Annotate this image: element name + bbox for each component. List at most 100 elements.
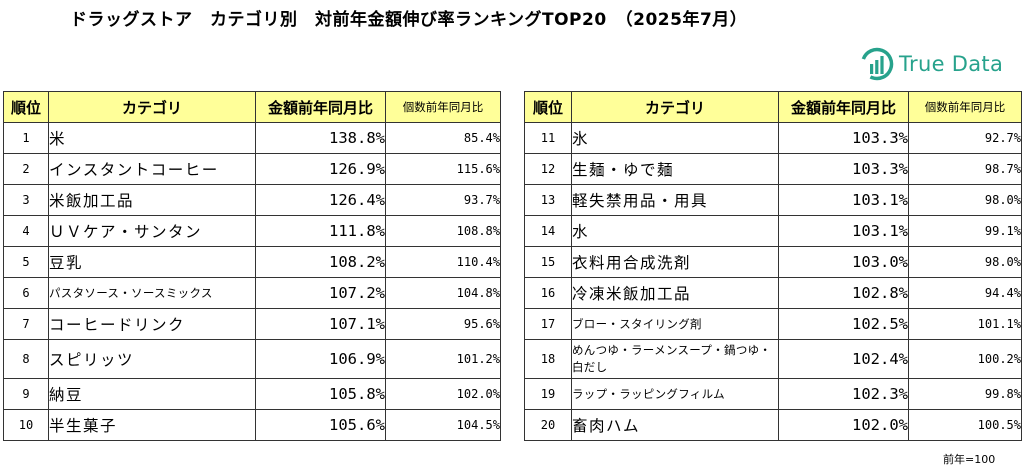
category-cell: インスタントコーヒー bbox=[48, 153, 256, 185]
category-cell: スピリッツ bbox=[48, 339, 256, 379]
category-cell: ブロー・スタイリング剤 bbox=[571, 308, 779, 340]
header-rank: 順位 bbox=[3, 91, 49, 123]
rank-cell: 9 bbox=[3, 378, 49, 410]
category-cell: 水 bbox=[571, 215, 779, 247]
amount-yoy-cell: 107.2% bbox=[255, 277, 386, 309]
category-cell: 氷 bbox=[571, 122, 779, 154]
category-cell: 豆乳 bbox=[48, 246, 256, 278]
rank-cell: 7 bbox=[3, 308, 49, 340]
true-data-logo: True Data bbox=[860, 45, 1003, 83]
amount-yoy-cell: 126.9% bbox=[255, 153, 386, 185]
count-yoy-cell: 95.6% bbox=[385, 308, 501, 340]
table-row: 14 水 103.1% 99.1% bbox=[524, 215, 1022, 247]
table-row: 6 パスタソース・ソースミックス 107.2% 104.8% bbox=[3, 277, 501, 309]
category-cell: コーヒードリンク bbox=[48, 308, 256, 340]
table-row: 1 米 138.8% 85.4% bbox=[3, 122, 501, 154]
amount-yoy-cell: 108.2% bbox=[255, 246, 386, 278]
rank-cell: 6 bbox=[3, 277, 49, 309]
count-yoy-cell: 98.7% bbox=[908, 153, 1022, 185]
count-yoy-cell: 93.7% bbox=[385, 184, 501, 216]
amount-yoy-cell: 126.4% bbox=[255, 184, 386, 216]
count-yoy-cell: 100.2% bbox=[908, 339, 1022, 379]
amount-yoy-cell: 103.1% bbox=[778, 184, 909, 216]
amount-yoy-cell: 105.6% bbox=[255, 409, 386, 441]
rank-cell: 17 bbox=[524, 308, 572, 340]
count-yoy-cell: 104.8% bbox=[385, 277, 501, 309]
category-cell: 衣料用合成洗剤 bbox=[571, 246, 779, 278]
table-row: 3 米飯加工品 126.4% 93.7% bbox=[3, 184, 501, 216]
header-rank: 順位 bbox=[524, 91, 572, 123]
amount-yoy-cell: 103.1% bbox=[778, 215, 909, 247]
amount-yoy-cell: 102.5% bbox=[778, 308, 909, 340]
count-yoy-cell: 115.6% bbox=[385, 153, 501, 185]
table-row: 7 コーヒードリンク 107.1% 95.6% bbox=[3, 308, 501, 340]
table-row: 8 スピリッツ 106.9% 101.2% bbox=[3, 339, 501, 379]
amount-yoy-cell: 106.9% bbox=[255, 339, 386, 379]
header-count-yoy: 個数前年同月比 bbox=[908, 91, 1022, 123]
table-header-row: 順位 カテゴリ 金額前年同月比 個数前年同月比 bbox=[524, 91, 1022, 123]
count-yoy-cell: 98.0% bbox=[908, 184, 1022, 216]
amount-yoy-cell: 102.0% bbox=[778, 409, 909, 441]
header-count-yoy: 個数前年同月比 bbox=[385, 91, 501, 123]
amount-yoy-cell: 103.3% bbox=[778, 122, 909, 154]
category-cell: 米 bbox=[48, 122, 256, 154]
rank-cell: 13 bbox=[524, 184, 572, 216]
rank-cell: 1 bbox=[3, 122, 49, 154]
logo-text: True Data bbox=[899, 52, 1004, 76]
table-row: 16 冷凍米飯加工品 102.8% 94.4% bbox=[524, 277, 1022, 309]
count-yoy-cell: 92.7% bbox=[908, 122, 1022, 154]
header-amount-yoy: 金額前年同月比 bbox=[778, 91, 909, 123]
table-row: 18 めんつゆ・ラーメンスープ・鍋つゆ・白だし 102.4% 100.2% bbox=[524, 339, 1022, 379]
count-yoy-cell: 104.5% bbox=[385, 409, 501, 441]
amount-yoy-cell: 105.8% bbox=[255, 378, 386, 410]
category-cell: めんつゆ・ラーメンスープ・鍋つゆ・白だし bbox=[571, 339, 779, 379]
ranking-table-left: 順位 カテゴリ 金額前年同月比 個数前年同月比 1 米 138.8% 85.4%… bbox=[3, 91, 501, 441]
table-row: 17 ブロー・スタイリング剤 102.5% 101.1% bbox=[524, 308, 1022, 340]
rank-cell: 11 bbox=[524, 122, 572, 154]
amount-yoy-cell: 107.1% bbox=[255, 308, 386, 340]
count-yoy-cell: 110.4% bbox=[385, 246, 501, 278]
count-yoy-cell: 98.0% bbox=[908, 246, 1022, 278]
rank-cell: 4 bbox=[3, 215, 49, 247]
table-row: 2 インスタントコーヒー 126.9% 115.6% bbox=[3, 153, 501, 185]
rank-cell: 5 bbox=[3, 246, 49, 278]
header-category: カテゴリ bbox=[48, 91, 256, 123]
rank-cell: 10 bbox=[3, 409, 49, 441]
table-row: 12 生麺・ゆで麺 103.3% 98.7% bbox=[524, 153, 1022, 185]
header-category: カテゴリ bbox=[571, 91, 779, 123]
rank-cell: 2 bbox=[3, 153, 49, 185]
rank-cell: 16 bbox=[524, 277, 572, 309]
rank-cell: 3 bbox=[3, 184, 49, 216]
table-row: 9 納豆 105.8% 102.0% bbox=[3, 378, 501, 410]
category-cell: 納豆 bbox=[48, 378, 256, 410]
true-data-logo-icon bbox=[860, 47, 894, 81]
table-row: 5 豆乳 108.2% 110.4% bbox=[3, 246, 501, 278]
category-cell: 軽失禁用品・用具 bbox=[571, 184, 779, 216]
table-row: 11 氷 103.3% 92.7% bbox=[524, 122, 1022, 154]
table-row: 15 衣料用合成洗剤 103.0% 98.0% bbox=[524, 246, 1022, 278]
category-cell: パスタソース・ソースミックス bbox=[48, 277, 256, 309]
page-title: ドラッグストア カテゴリ別 対前年金額伸び率ランキングTOP20 （2025年7… bbox=[70, 10, 748, 30]
category-cell: 米飯加工品 bbox=[48, 184, 256, 216]
count-yoy-cell: 100.5% bbox=[908, 409, 1022, 441]
rank-cell: 8 bbox=[3, 339, 49, 379]
rank-cell: 14 bbox=[524, 215, 572, 247]
amount-yoy-cell: 102.3% bbox=[778, 378, 909, 410]
table-row: 4 ＵＶケア・サンタン 111.8% 108.8% bbox=[3, 215, 501, 247]
amount-yoy-cell: 102.8% bbox=[778, 277, 909, 309]
rank-cell: 20 bbox=[524, 409, 572, 441]
table-row: 13 軽失禁用品・用具 103.1% 98.0% bbox=[524, 184, 1022, 216]
category-cell: 半生菓子 bbox=[48, 409, 256, 441]
amount-yoy-cell: 103.0% bbox=[778, 246, 909, 278]
count-yoy-cell: 99.1% bbox=[908, 215, 1022, 247]
count-yoy-cell: 94.4% bbox=[908, 277, 1022, 309]
count-yoy-cell: 101.2% bbox=[385, 339, 501, 379]
category-cell: ラップ・ラッピングフィルム bbox=[571, 378, 779, 410]
rank-cell: 12 bbox=[524, 153, 572, 185]
amount-yoy-cell: 103.3% bbox=[778, 153, 909, 185]
table-row: 20 畜肉ハム 102.0% 100.5% bbox=[524, 409, 1022, 441]
count-yoy-cell: 101.1% bbox=[908, 308, 1022, 340]
footnote: 前年=100 bbox=[943, 453, 996, 466]
header-amount-yoy: 金額前年同月比 bbox=[255, 91, 386, 123]
category-cell: 畜肉ハム bbox=[571, 409, 779, 441]
